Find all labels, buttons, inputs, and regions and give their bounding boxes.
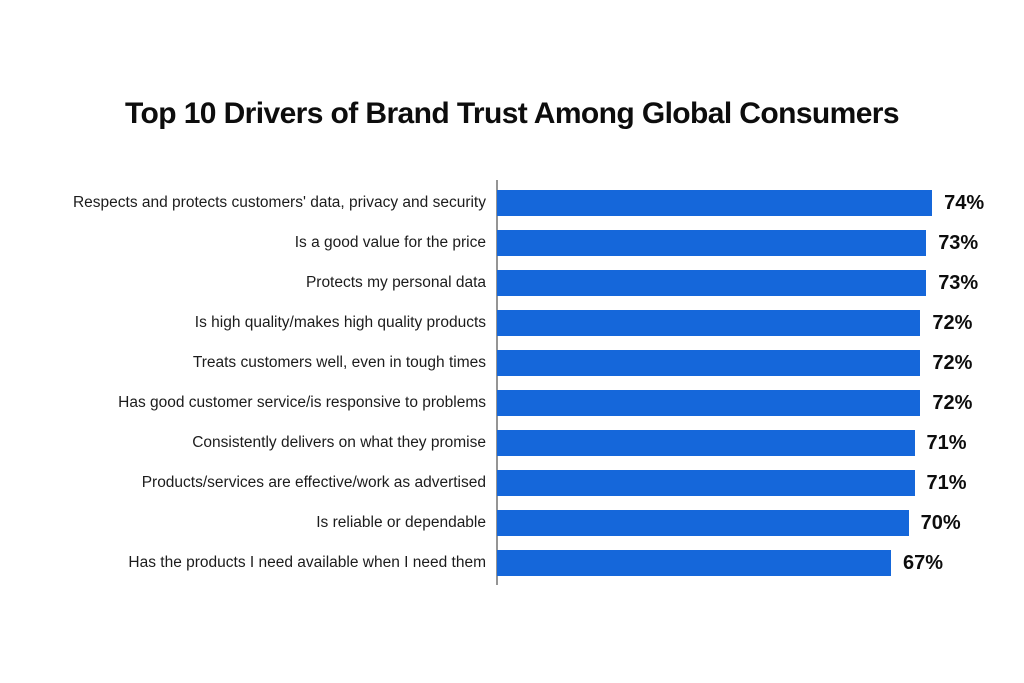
value-label: 72% (932, 351, 973, 374)
bar-row: Has the products I need available when I… (0, 543, 1024, 583)
category-label: Is reliable or dependable (316, 514, 486, 531)
value-label: 73% (938, 271, 979, 294)
y-axis-line (496, 180, 498, 585)
bar-row: Is a good value for the price 73% (0, 223, 1024, 263)
value-label: 71% (926, 471, 967, 494)
bar (497, 430, 915, 456)
category-label: Has the products I need available when I… (128, 554, 486, 571)
bar-row: Treats customers well, even in tough tim… (0, 343, 1024, 383)
value-label: 71% (926, 431, 967, 454)
bar (497, 350, 921, 376)
category-label: Treats customers well, even in tough tim… (192, 354, 486, 371)
bar (497, 310, 921, 336)
value-label: 72% (932, 391, 973, 414)
bar (497, 470, 915, 496)
bar-chart: Respects and protects customers' data, p… (0, 183, 1024, 583)
bar-row: Products/services are effective/work as … (0, 463, 1024, 503)
bar (497, 550, 891, 576)
value-label: 67% (903, 551, 944, 574)
bar (497, 230, 927, 256)
category-label: Is high quality/makes high quality produ… (194, 314, 486, 331)
value-label: 73% (938, 231, 979, 254)
category-label: Products/services are effective/work as … (141, 474, 486, 491)
bar (497, 390, 921, 416)
category-label: Respects and protects customers' data, p… (72, 194, 486, 211)
bar-row: Has good customer service/is responsive … (0, 383, 1024, 423)
category-label: Has good customer service/is responsive … (118, 394, 486, 411)
category-label: Protects my personal data (305, 274, 486, 291)
chart-title: Top 10 Drivers of Brand Trust Among Glob… (125, 97, 900, 130)
bar-row: Respects and protects customers' data, p… (0, 183, 1024, 223)
bar-row: Consistently delivers on what they promi… (0, 423, 1024, 463)
value-label: 74% (944, 191, 985, 214)
value-label: 70% (920, 511, 961, 534)
category-label: Is a good value for the price (294, 234, 486, 251)
bar (497, 510, 909, 536)
bar-row: Protects my personal data 73% (0, 263, 1024, 303)
bar-row: Is high quality/makes high quality produ… (0, 303, 1024, 343)
bar (497, 270, 927, 296)
value-label: 72% (932, 311, 973, 334)
bar-row: Is reliable or dependable 70% (0, 503, 1024, 543)
category-label: Consistently delivers on what they promi… (192, 434, 486, 451)
bar (497, 190, 933, 216)
